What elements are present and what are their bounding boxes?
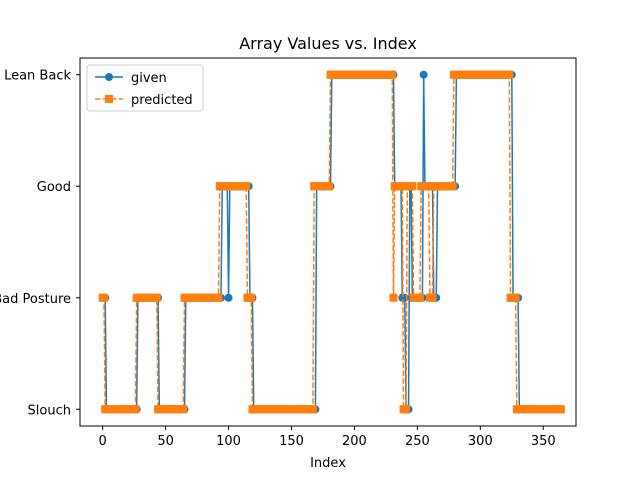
y-tick-label: Good (37, 180, 71, 195)
legend-marker (105, 73, 113, 81)
legend-entry-predicted: predicted (95, 93, 193, 108)
x-tick-label: 200 (342, 434, 367, 449)
data-point (179, 405, 188, 414)
data-point (398, 182, 407, 191)
x-tick-label: 350 (531, 434, 556, 449)
data-point (247, 293, 256, 302)
x-tick-label: 250 (405, 434, 430, 449)
data-point (131, 405, 140, 414)
data-point (99, 293, 108, 302)
data-point (389, 293, 398, 302)
data-point (308, 405, 317, 414)
data-point (448, 182, 457, 191)
x-tick-label: 100 (216, 434, 241, 449)
x-axis-label: Index (310, 456, 346, 471)
data-point (242, 182, 251, 191)
data-point (556, 405, 565, 414)
series-predicted (98, 70, 565, 414)
y-axis-ticks: Slouch Bad Posture Good Lean Back (0, 69, 80, 418)
data-point (325, 182, 334, 191)
x-axis-ticks: 0 50 100 150 200 250 300 350 (99, 426, 556, 449)
data-point (419, 70, 428, 79)
data-point (402, 405, 411, 414)
legend-label: predicted (131, 93, 193, 108)
data-point (428, 293, 437, 302)
axes-frame (79, 57, 577, 427)
x-tick-label: 0 (99, 434, 107, 449)
legend-marker (105, 95, 113, 103)
data-point (415, 293, 424, 302)
data-point (408, 182, 417, 191)
legend-label: given (131, 71, 167, 86)
x-tick-label: 150 (279, 434, 304, 449)
y-tick-label: Slouch (28, 403, 71, 418)
data-point (424, 182, 433, 191)
legend-entry-given: given (95, 71, 167, 86)
data-point (400, 293, 409, 302)
chart-title: Array Values vs. Index (239, 34, 417, 53)
data-point (224, 293, 233, 302)
y-tick-label: Bad Posture (0, 292, 71, 307)
legend: given predicted (86, 64, 204, 112)
series-layer (98, 70, 565, 414)
x-tick-label: 300 (468, 434, 493, 449)
data-point (214, 293, 223, 302)
data-point (511, 293, 520, 302)
y-tick-label: Lean Back (4, 69, 71, 84)
x-tick-label: 50 (157, 434, 174, 449)
data-point (505, 70, 514, 79)
data-point (388, 70, 397, 79)
data-point (152, 293, 161, 302)
